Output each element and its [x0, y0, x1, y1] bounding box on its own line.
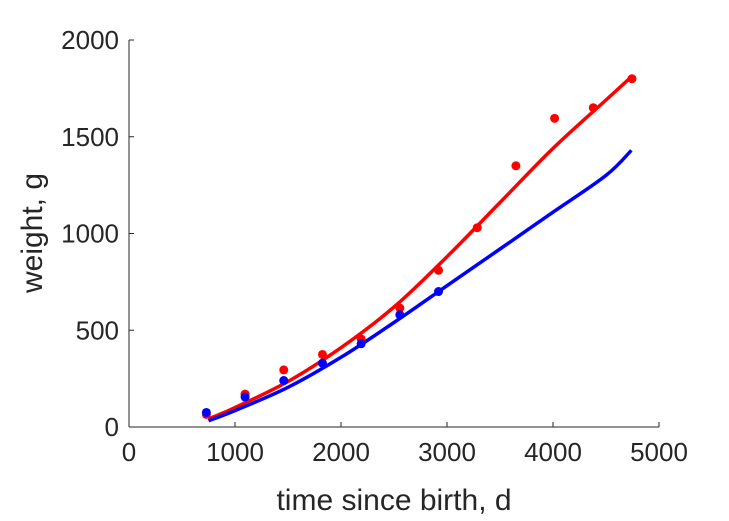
x-tick-label: 2000 — [312, 437, 370, 467]
axes: 0 1000 2000 3000 4000 5000 0 500 1000 1500 2000 — [61, 25, 688, 467]
y-tick-label: 2000 — [61, 25, 119, 55]
data-point-1 — [201, 407, 211, 417]
data-point-0 — [279, 365, 289, 375]
data-point-0 — [627, 74, 637, 84]
fit-curves — [207, 75, 633, 423]
x-tick-label: 0 — [122, 437, 136, 467]
data-point-1 — [279, 376, 289, 386]
y-axis-label: weight, g — [16, 173, 49, 294]
data-point-0 — [588, 103, 598, 113]
x-tick-label: 5000 — [630, 437, 688, 467]
fit-curve-0 — [207, 75, 633, 421]
data-points — [201, 74, 637, 419]
fit-curve-1 — [207, 149, 633, 423]
data-point-1 — [434, 287, 444, 297]
data-point-0 — [434, 265, 444, 275]
data-point-0 — [395, 303, 405, 313]
data-point-1 — [356, 339, 366, 349]
x-axis-label: time since birth, d — [276, 484, 511, 517]
x-tick-label: 3000 — [418, 437, 476, 467]
data-point-0 — [550, 113, 560, 123]
data-point-0 — [472, 223, 482, 233]
data-point-1 — [240, 392, 250, 402]
x-tick-label: 4000 — [524, 437, 582, 467]
y-tick-label: 1500 — [61, 122, 119, 152]
data-point-0 — [317, 349, 327, 359]
y-tick-label: 500 — [76, 315, 119, 345]
y-tick-label: 0 — [105, 412, 119, 442]
data-point-1 — [317, 358, 327, 368]
x-tick-label: 1000 — [206, 437, 264, 467]
y-tick-label: 1000 — [61, 219, 119, 249]
data-point-0 — [511, 161, 521, 171]
data-point-1 — [395, 310, 405, 320]
